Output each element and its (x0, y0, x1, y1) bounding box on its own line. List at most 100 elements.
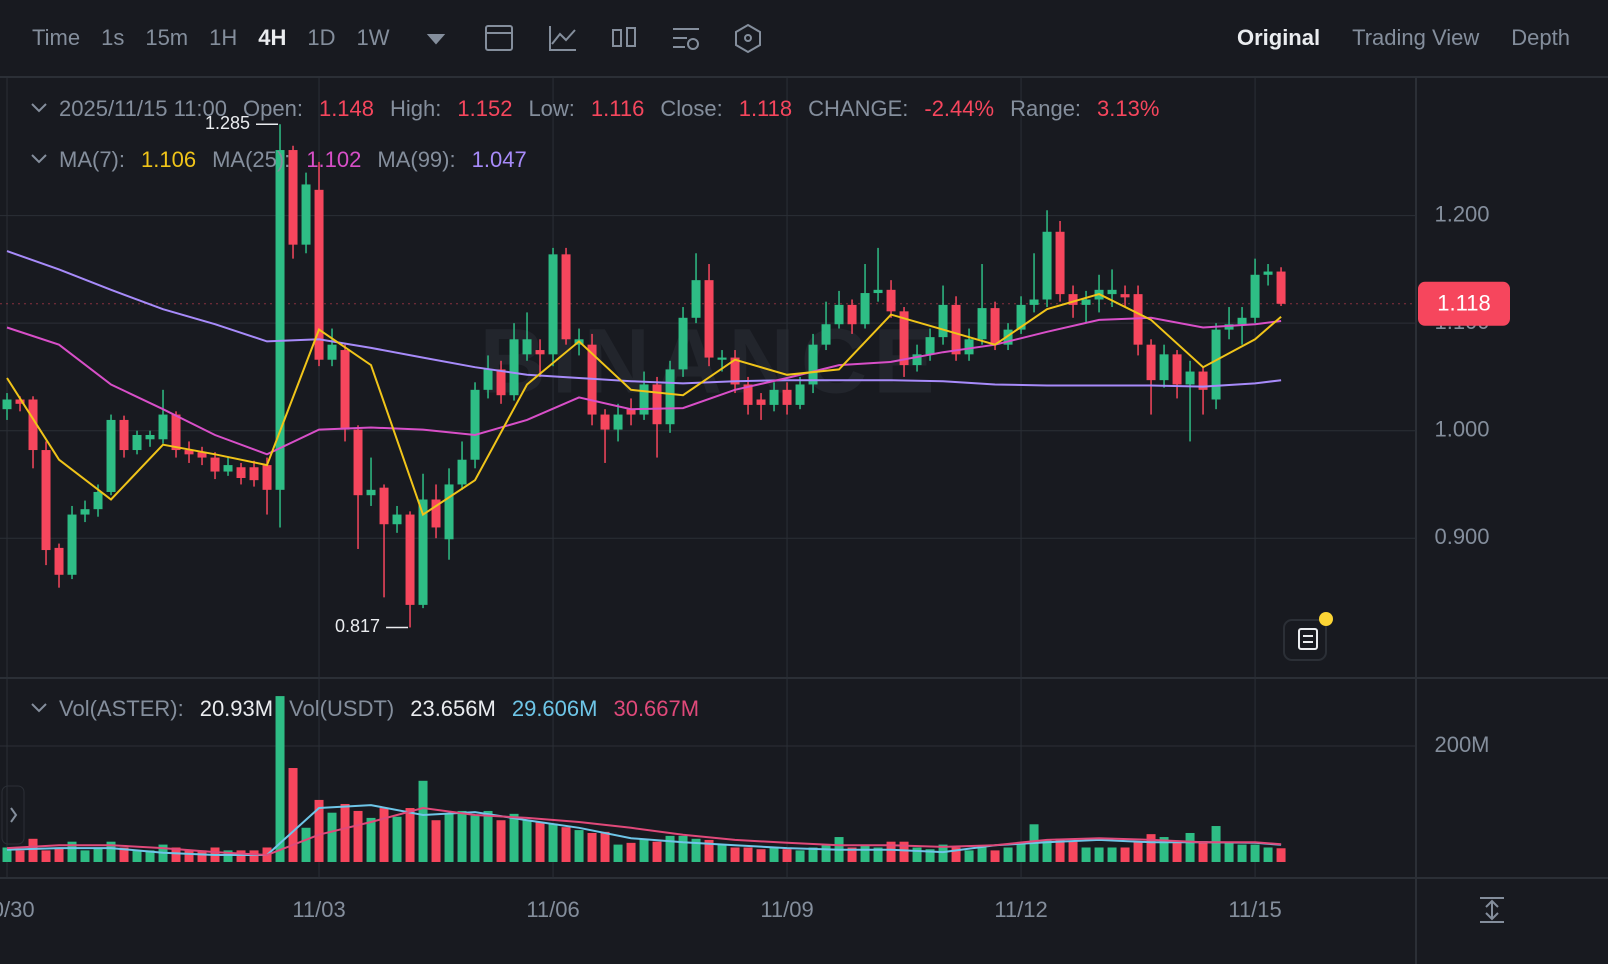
view-tab[interactable]: Trading View (1352, 25, 1480, 50)
candle-body (639, 384, 649, 415)
volume-bar (41, 850, 51, 862)
candle-body (1107, 289, 1117, 295)
candle-body (93, 491, 103, 510)
candle-body (808, 344, 818, 385)
interval-button[interactable]: 1H (209, 25, 238, 50)
last-price-tag (1418, 281, 1510, 326)
candle-body (1263, 271, 1273, 275)
calendar-icon[interactable] (485, 25, 513, 51)
candle-body (977, 308, 987, 340)
candle-body (392, 514, 402, 525)
volume-bar (574, 830, 584, 862)
candle-body (1016, 304, 1026, 330)
volume-bar (67, 841, 77, 862)
volume-bar (847, 847, 857, 862)
volume-bar (314, 799, 324, 862)
volume-bar (938, 844, 948, 862)
y-tick-label: 200M (1434, 732, 1489, 757)
view-tab[interactable]: Depth (1511, 25, 1570, 50)
overlay: 1.285 0.817 1.118 (205, 113, 1510, 636)
candle-body (496, 369, 506, 396)
candle-body (1211, 329, 1221, 400)
settings-icon[interactable] (673, 28, 699, 48)
candle-body (1237, 317, 1247, 325)
candle-body (327, 344, 337, 360)
volume-bar (1016, 842, 1026, 862)
volume-bar (1094, 847, 1104, 862)
legend-item: MA(99): 1.047 (377, 147, 526, 173)
candle-body (80, 509, 90, 515)
candle-body (210, 457, 220, 472)
volume-bar (288, 768, 298, 862)
legend-label: MA(99): (377, 147, 456, 172)
field-label: Range: (1010, 96, 1082, 121)
indicator-icon[interactable] (549, 26, 576, 51)
legend-label: MA(25): (212, 147, 291, 172)
volume-bar (236, 850, 246, 862)
candle-body (626, 409, 636, 415)
ohlc-field: Range: 3.13% (1010, 96, 1159, 122)
legend-item: 30.667M (613, 696, 699, 722)
volume-bar (821, 844, 831, 862)
volume-bar (379, 808, 389, 862)
candle-body (509, 339, 519, 396)
candle-body (1133, 294, 1143, 345)
volume-bar (301, 827, 311, 862)
candle-body (1185, 371, 1195, 385)
interval-button[interactable]: 1W (356, 25, 390, 50)
volume-bar (691, 838, 701, 862)
candle-body (184, 450, 194, 455)
volume-bar (769, 847, 779, 862)
volume-bar (860, 844, 870, 862)
volume-bar (977, 847, 987, 862)
candle-body (1146, 344, 1156, 381)
note-button[interactable] (1283, 612, 1333, 661)
volume-bar (964, 850, 974, 862)
collapse-icon[interactable] (31, 703, 47, 713)
candle-body (561, 254, 571, 340)
interval-button[interactable]: 1D (307, 25, 336, 50)
field-label: Open: (243, 96, 303, 121)
candle-body (119, 419, 129, 451)
candle-body (782, 389, 792, 405)
candle-body (28, 399, 38, 451)
view-tab[interactable]: Original (1236, 25, 1321, 50)
candle-body (1276, 271, 1286, 304)
tools-icon[interactable] (735, 23, 761, 54)
candle-body (249, 467, 259, 481)
ohlc-field: Low: 1.116 (528, 96, 644, 122)
candle-body (1250, 274, 1260, 318)
extreme-label: 0.817 (335, 616, 380, 636)
volume-bar (93, 847, 103, 862)
volume-bar (561, 827, 571, 862)
interval-button[interactable]: 15m (145, 25, 189, 50)
legend-item: Vol(USDT) 23.656M (289, 696, 496, 722)
interval-button[interactable]: 4H (258, 25, 287, 50)
candle-body (301, 184, 311, 245)
ma-header: MA(7): 1.106 MA(25): 1.102 MA(99): 1.047 (59, 144, 527, 176)
candle-body (457, 459, 467, 485)
candle-icon[interactable] (612, 29, 622, 47)
volume-bar (1133, 841, 1143, 862)
candle-body (548, 254, 558, 355)
expand-tab[interactable] (1, 785, 25, 845)
volume-bar (1120, 847, 1130, 862)
candle-body (964, 339, 974, 355)
candle-body (1068, 294, 1078, 305)
dropdown-icon[interactable] (426, 34, 446, 45)
candle-body (912, 354, 922, 366)
candle-body (158, 414, 168, 440)
volume-bar (249, 850, 259, 862)
candle-body (691, 280, 701, 318)
candle-body (483, 369, 493, 390)
x-tick-label: 11/15 (1228, 897, 1281, 922)
interval-button[interactable]: Time (32, 25, 81, 50)
candle-body (1081, 299, 1091, 305)
collapse-icon[interactable] (31, 154, 47, 164)
collapse-icon[interactable] (31, 103, 47, 113)
volume-bar (197, 850, 207, 862)
scale-button[interactable] (1480, 897, 1504, 923)
interval-button[interactable]: 1s (101, 25, 125, 50)
volume-bar (782, 849, 792, 862)
